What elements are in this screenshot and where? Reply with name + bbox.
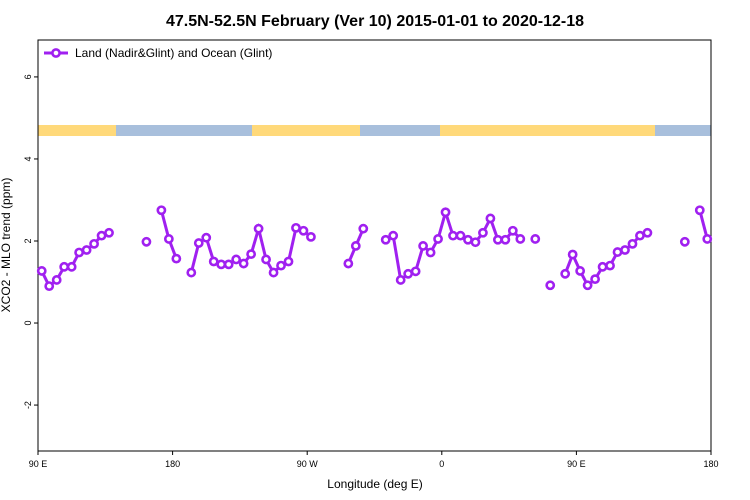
series-line [698,209,709,240]
x-tick-label: 180 [703,459,718,469]
data-point [193,238,204,248]
x-tick-label: 90 E [29,459,48,469]
data-point [500,234,511,245]
data-point [163,234,174,244]
data-point [627,238,638,249]
data-point [575,266,586,276]
y-tick-label: 4 [23,156,33,161]
data-point [507,225,518,236]
data-point [410,266,421,277]
data-point [485,213,496,224]
data-point [470,237,481,248]
data-point [66,261,77,272]
data-point [492,234,503,245]
land-ocean-strip [38,125,711,136]
data-point [283,256,294,267]
data-point [463,234,473,245]
y-axis-label: XCO2 - MLO trend (ppm) [0,178,13,313]
data-point [642,227,653,238]
data-point [515,234,526,244]
data-point [171,253,182,264]
data-point [268,267,279,278]
data-point [231,254,242,265]
data-point [545,280,556,291]
y-tick-label: 0 [23,321,33,326]
data-point [582,280,593,291]
data-point [403,268,414,279]
data-point [156,205,167,216]
x-tick-label: 90 W [297,459,319,469]
data-point [597,261,608,272]
data-point [567,249,578,260]
data-point [448,230,458,241]
data-point [388,230,399,241]
y-tick-label: 2 [23,238,33,243]
data-point [141,236,152,247]
data-point [51,275,62,285]
data-point [350,241,361,251]
data-point [455,230,466,241]
y-tick-label: 6 [23,74,33,79]
data-point [478,227,488,238]
x-tick-label: 0 [439,459,444,469]
data-point [253,223,264,234]
data-point [208,256,219,267]
data-point [96,230,107,241]
data-point [380,234,391,245]
data-point [223,259,234,270]
data-point [238,258,249,269]
data-point [36,266,47,276]
data-point [605,260,615,271]
data-point [104,227,114,238]
data-point [620,245,630,255]
data-point [590,274,600,285]
x-tick-label: 180 [165,459,180,469]
data-point [276,260,286,271]
data-point [186,267,197,278]
data-point [74,247,85,258]
data-point [298,225,309,236]
x-tick-label: 90 E [567,459,586,469]
y-tick-label: -2 [23,401,33,409]
data-point [418,241,429,251]
data-point [343,258,354,269]
data-point [612,247,623,257]
data-point [560,268,571,279]
data-point [44,281,55,292]
data-point [694,205,705,216]
data-point [433,234,443,244]
legend-label: Land (Nadir&Glint) and Ocean (Glint) [75,46,272,60]
x-axis-label: Longitude (deg E) [327,477,422,491]
data-point [440,207,451,218]
data-point [261,254,271,265]
data-point [89,238,99,249]
plot-frame [37,39,712,452]
data-point [358,223,369,234]
data-point [81,245,92,255]
data-point [425,247,436,258]
data-point [59,261,70,272]
data-point [201,232,212,243]
legend-marker [51,48,61,58]
data-point [291,222,301,233]
data-point [216,259,227,270]
data-point [395,275,406,285]
data-point [702,234,713,244]
data-point [306,231,316,242]
data-point [635,230,645,241]
data-point [679,236,690,247]
chart-title: 47.5N-52.5N February (Ver 10) 2015-01-01… [166,13,584,30]
series-line [40,231,110,289]
data-point [246,249,257,260]
data-point [530,234,541,244]
